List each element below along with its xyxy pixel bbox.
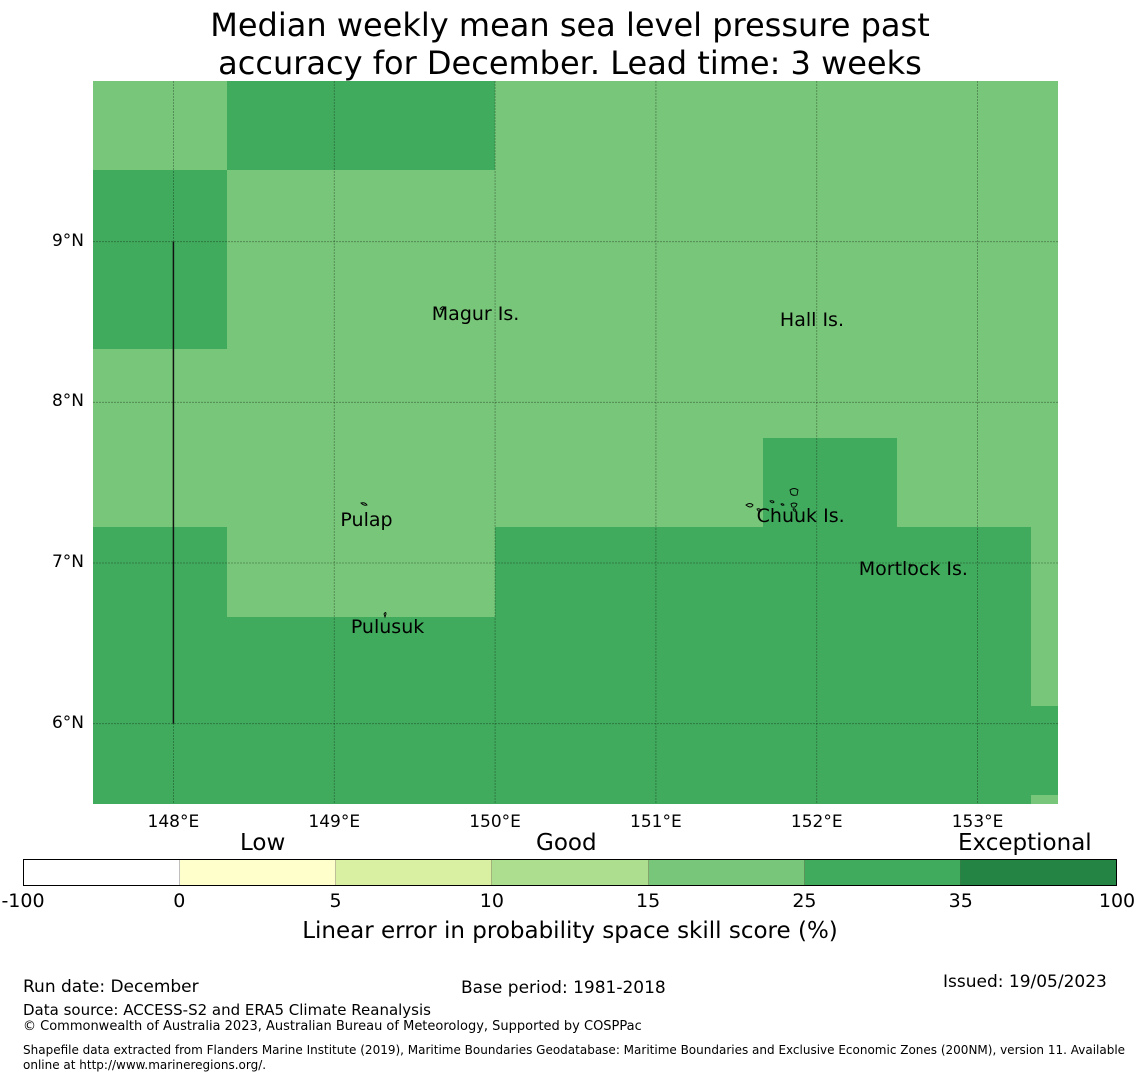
- island-outline: [360, 502, 368, 506]
- lat-tick-label: 9°N: [51, 230, 84, 251]
- colorbar-tick-label: 25: [792, 890, 817, 912]
- skill-cell: [93, 617, 1031, 804]
- colorbar-tick-label: 5: [329, 890, 342, 912]
- skill-grid: [93, 81, 1058, 804]
- title-line-2: accuracy for December. Lead time: 3 week…: [218, 44, 922, 82]
- colorbar-tick-label: 15: [636, 890, 661, 912]
- skill-cell: [495, 527, 1031, 617]
- issued-date: Issued: 19/05/2023: [943, 972, 1107, 992]
- map-area[interactable]: [93, 81, 1058, 804]
- title-line-1: Median weekly mean sea level pressure pa…: [210, 6, 930, 44]
- colorbar-segment: [804, 860, 961, 885]
- island-outline: [792, 508, 797, 512]
- colorbar-tick-label: -100: [1, 890, 45, 912]
- place-label-pulap: Pulap: [340, 508, 393, 531]
- skill-cell: [227, 527, 495, 617]
- lon-tick-label: 148°E: [147, 812, 200, 832]
- colorbar-segment: [180, 860, 337, 885]
- colorbar-segment: [648, 860, 805, 885]
- island-outline: [383, 612, 387, 619]
- base-period: Base period: 1981-2018: [461, 978, 666, 998]
- skill-cell: [1031, 795, 1058, 804]
- data-source: Data source: ACCESS-S2 and ERA5 Climate …: [23, 1001, 431, 1019]
- graticule: [93, 81, 1058, 804]
- lat-tick-label: 6°N: [51, 712, 84, 733]
- island-outline: [908, 563, 913, 567]
- run-date: Run date: December: [23, 977, 199, 997]
- place-label-magur: Magur Is.: [431, 302, 520, 325]
- lon-tick-label: 149°E: [308, 812, 361, 832]
- island-outline: [756, 508, 762, 512]
- colorbar-tick-label: 35: [948, 890, 973, 912]
- place-label-chuuk: Chuuk Is.: [756, 505, 845, 528]
- colorbar-segment: [336, 860, 493, 885]
- place-label-mortlock: Mortlock Is.: [858, 558, 968, 581]
- colorbar-tick-label: 10: [479, 890, 504, 912]
- copyright: © Commonwealth of Australia 2023, Austra…: [23, 1019, 642, 1034]
- chart-title: Median weekly mean sea level pressure pa…: [0, 6, 1140, 82]
- lon-tick-label: 153°E: [951, 812, 1004, 832]
- colorbar-tick-label: 0: [173, 890, 186, 912]
- skill-cell: [1031, 706, 1058, 795]
- colorbar-segment: [960, 860, 1116, 885]
- colorbar-tick-label: 100: [1098, 890, 1136, 912]
- skill-cell: [227, 170, 1058, 349]
- skill-cell: [93, 81, 227, 170]
- shapefile-credit-line-1: Shapefile data extracted from Flanders M…: [23, 1043, 1126, 1057]
- category-low: Low: [240, 830, 286, 856]
- colorbar: [23, 859, 1117, 886]
- skill-cell: [93, 170, 227, 349]
- island-outline: [439, 306, 446, 310]
- place-label-hall: Hall Is.: [779, 309, 844, 332]
- shapefile-credit-line-2: online at http://www.marineregions.org/.: [23, 1058, 267, 1072]
- lat-tick-label: 7°N: [51, 552, 84, 572]
- lon-tick-label: 150°E: [469, 812, 521, 832]
- place-label-pulusuk: Pulusuk: [350, 616, 425, 639]
- category-good: Good: [536, 830, 597, 856]
- island-outlines: [360, 306, 913, 619]
- skill-cell: [227, 81, 495, 170]
- lat-tick-label: 8°N: [51, 391, 84, 412]
- skill-cell: [495, 81, 1058, 170]
- lon-tick-label: 152°E: [790, 812, 843, 832]
- skill-cell: [1031, 527, 1058, 617]
- colorbar-segment: [24, 860, 181, 885]
- skill-cell: [763, 438, 897, 527]
- island-outline: [780, 503, 785, 506]
- skill-cell: [93, 527, 227, 617]
- colorbar-segment: [492, 860, 649, 885]
- map-canvas: [93, 81, 1058, 804]
- island-outline: [790, 502, 798, 508]
- colorbar-label: Linear error in probability space skill …: [302, 918, 838, 944]
- island-outline: [745, 503, 754, 508]
- skill-cell: [93, 349, 1058, 527]
- skill-cell: [1031, 617, 1058, 706]
- island-outline: [769, 500, 775, 504]
- lon-tick-label: 151°E: [630, 812, 682, 832]
- category-exceptional: Exceptional: [958, 830, 1092, 856]
- island-outline: [789, 488, 799, 496]
